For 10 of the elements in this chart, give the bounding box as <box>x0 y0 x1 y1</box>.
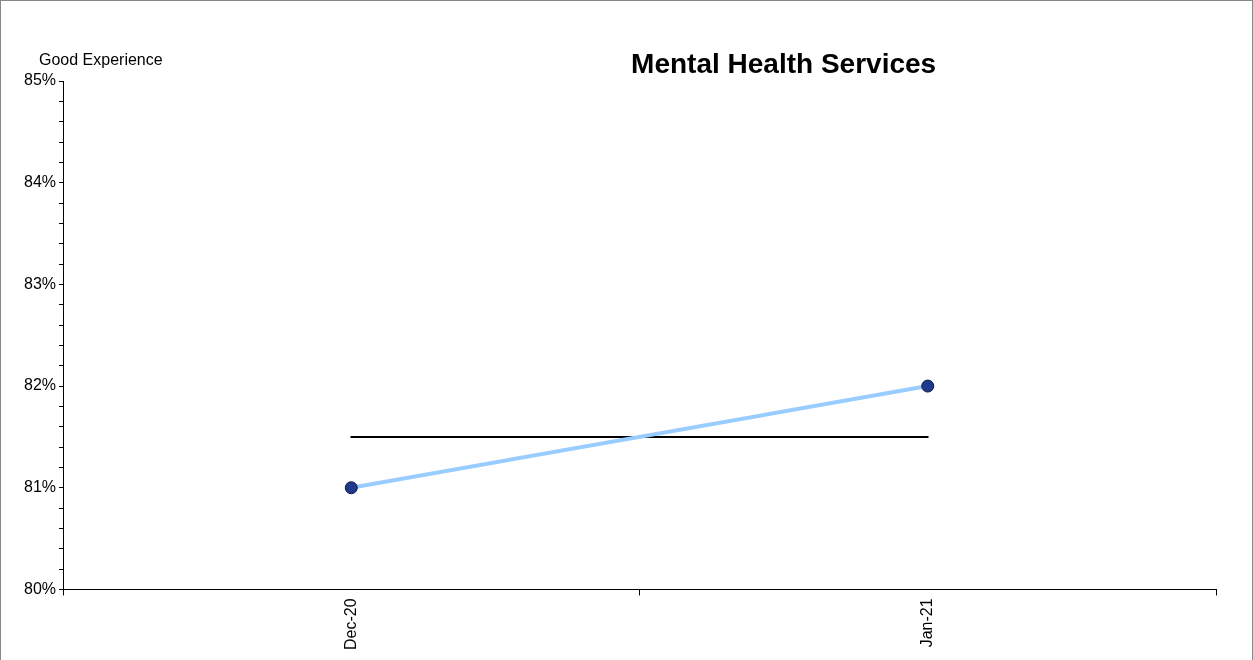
y-tick-label: 85% <box>23 71 57 89</box>
y-tick-label: 84% <box>23 173 57 191</box>
y-tick-label: 80% <box>23 579 57 597</box>
y-axis-title: Good Experience <box>39 51 163 68</box>
y-tick-label: 82% <box>23 376 57 394</box>
y-tick-label: 83% <box>23 274 57 292</box>
x-tick-label: Jan-21 <box>918 598 936 648</box>
x-tick-label: Dec-20 <box>341 598 359 650</box>
chart-title: Mental Health Services <box>631 48 937 79</box>
y-tick-label: 81% <box>23 478 57 496</box>
